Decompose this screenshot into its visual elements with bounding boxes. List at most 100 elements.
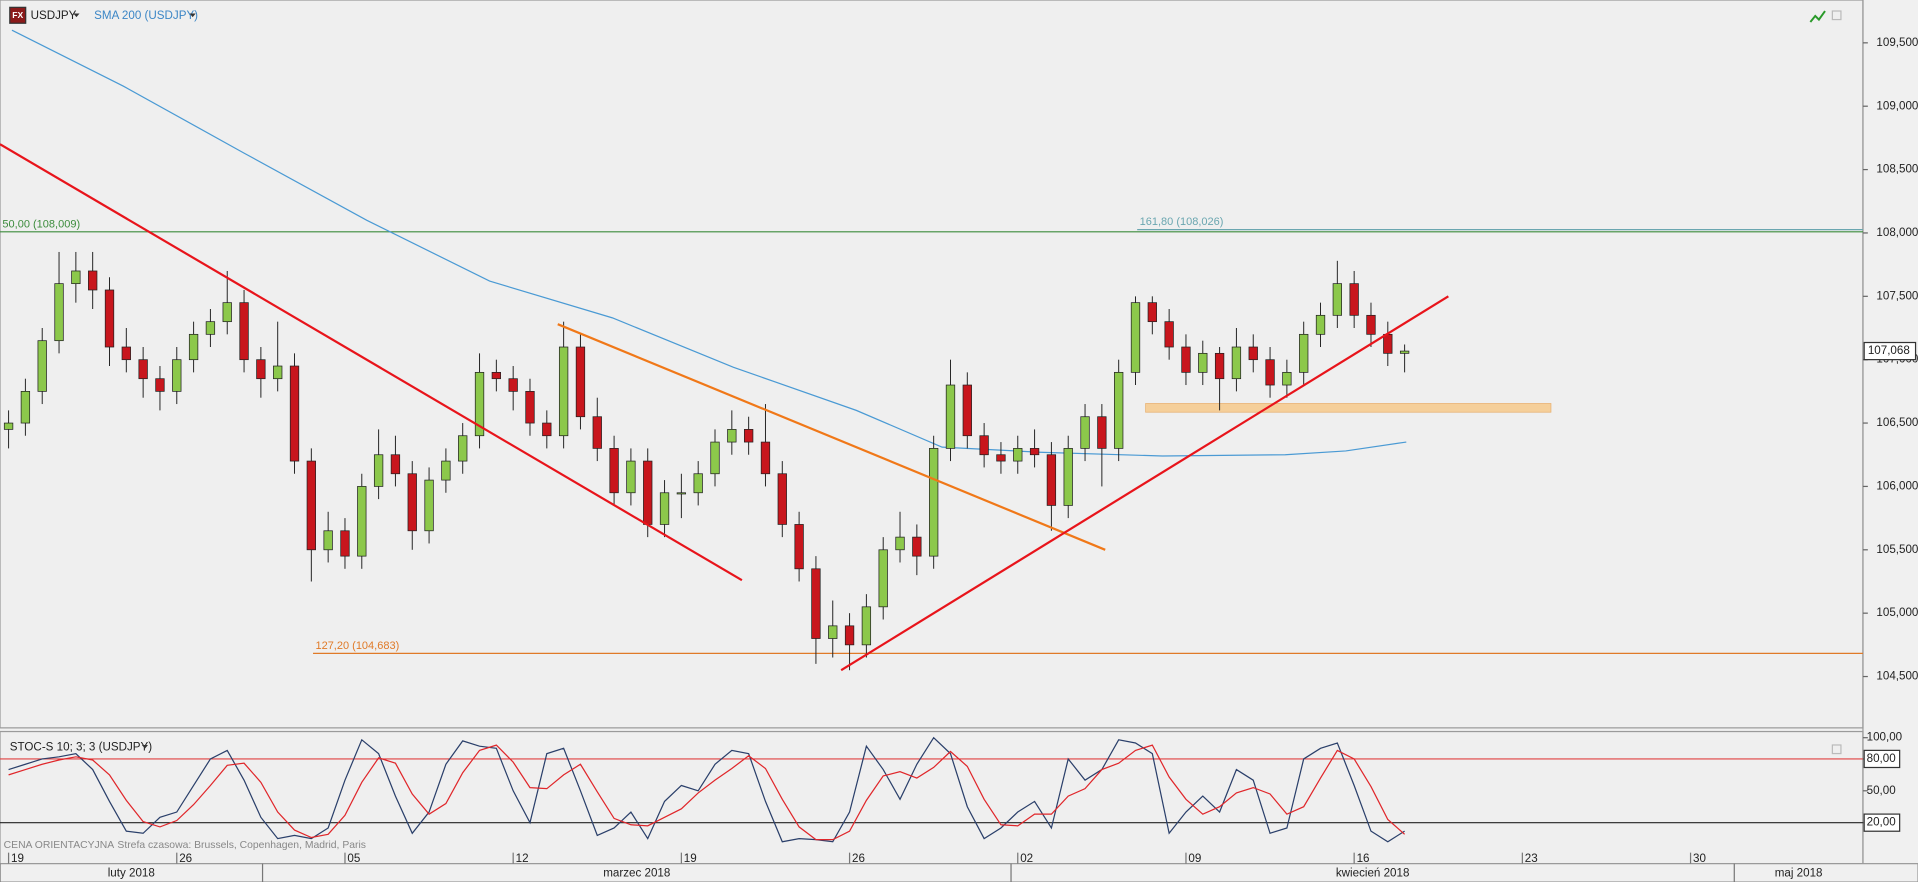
candle-body [491,371,501,380]
candle-body [458,435,468,462]
candle-body [424,479,434,532]
timezone-note: Strefa czasowa: Brussels, Copenhagen, Ma… [117,840,366,851]
oscillator-line [8,744,1406,841]
candle-body [1282,371,1292,386]
symbol-icon-text: FX [12,10,23,20]
last-price-box [1863,341,1917,361]
x-tick-label: 12 [516,852,529,865]
candle-body [542,422,552,437]
candle-body [1114,371,1124,449]
y-tick-label: 106,000 [1876,479,1918,492]
candle-body [743,429,754,443]
candle-body [727,429,737,443]
oscillator-tick-label: 50,00 [1867,784,1896,797]
candle-body [945,384,956,449]
y-tick-label: 105,500 [1876,543,1918,556]
candle-body [1029,448,1040,456]
candle-body [895,536,905,551]
candle-body [844,625,855,646]
fibo-label: 127,20 (104,683) [315,640,399,652]
candle-body [104,289,115,348]
oscillator-tick-box [1863,813,1901,832]
y-tick-label: 109,500 [1876,36,1918,49]
candle-body [239,302,249,361]
candle-body [1130,302,1141,373]
candle-body [929,448,939,557]
candle-body [643,460,653,525]
y-tick-label: 109,000 [1876,99,1918,112]
candle-body [390,454,401,475]
dropdown-arrow[interactable] [73,13,80,18]
y-tick-label: 108,000 [1876,226,1918,239]
x-tick-label: 23 [1525,852,1538,865]
y-tick-label: 108,500 [1876,163,1918,176]
x-tick-label: 09 [1188,852,1201,865]
y-tick-label: 107,500 [1876,289,1918,302]
y-tick-label: 106,500 [1876,416,1918,429]
candle-body [777,473,787,525]
candle-body [71,270,81,285]
support-zone [1145,403,1552,413]
symbol-icon[interactable] [9,6,27,24]
candle-body [155,378,165,392]
indicator-name[interactable]: SMA 200 (USDJPY) [94,9,198,22]
trendline [0,143,743,582]
oscillator-line [8,736,1405,843]
candle-body [996,454,1006,462]
candle-body [592,416,602,449]
x-tick-label: 19 [684,852,697,865]
candle-body [1265,359,1275,386]
candle-body [138,359,148,380]
candle-body [1063,448,1073,506]
window-icon[interactable] [1831,744,1842,755]
y-tick-label: 105,000 [1876,606,1918,619]
candle-body [1198,352,1208,373]
candle-body [912,536,922,557]
dropdown-arrow[interactable] [189,13,196,18]
candle-body [1349,283,1359,316]
candle-body [323,530,333,551]
oscillator-layer [0,736,1863,843]
month-label: luty 2018 [108,866,155,879]
candle-body [306,460,316,551]
dropdown-arrow[interactable] [141,744,149,749]
x-tick-label: 02 [1020,852,1033,865]
main-layer: 50,00 (108,009) 161,80 (108,026) 127,20 (1… [0,29,1863,672]
candle-body [1147,302,1157,323]
window-icon[interactable] [1831,10,1842,21]
candle-body [1332,283,1342,316]
oscillator-name[interactable]: STOC-S 10; 3; 3 (USDJPY) [10,740,152,753]
x-tick-label: 26 [179,852,192,865]
candle-body [407,473,417,532]
candle-body [1248,346,1258,361]
candle-body [962,384,972,437]
candle-body [1046,454,1057,506]
oscillator-tick-label: 80,00 [1867,752,1896,765]
chart-tool-icon[interactable] [1809,10,1826,23]
candle-body [626,460,636,494]
candle-body [1181,346,1191,373]
candle-body [508,378,518,392]
sma-line [11,29,1407,457]
x-tick-label: 05 [347,852,360,865]
candle-body [222,302,232,323]
candle-body [205,321,216,335]
candle-body [3,422,14,430]
candle-body [1080,416,1090,449]
symbol-name[interactable]: USDJPY [31,9,77,22]
candle-body [373,454,384,487]
month-label: maj 2018 [1775,866,1823,879]
y-tick-label: 104,500 [1876,670,1918,683]
candle-body [525,391,535,424]
candle-body [289,365,300,462]
candle-body [54,283,64,342]
x-tick-label: 30 [1693,852,1706,865]
candle-body [1366,314,1376,335]
oscillator-tick-label: 100,00 [1867,731,1903,744]
candle-body [441,460,451,481]
candle-body [1231,346,1242,380]
candle-body [1399,350,1410,354]
fibo-label: 161,80 (108,026) [1140,216,1224,228]
